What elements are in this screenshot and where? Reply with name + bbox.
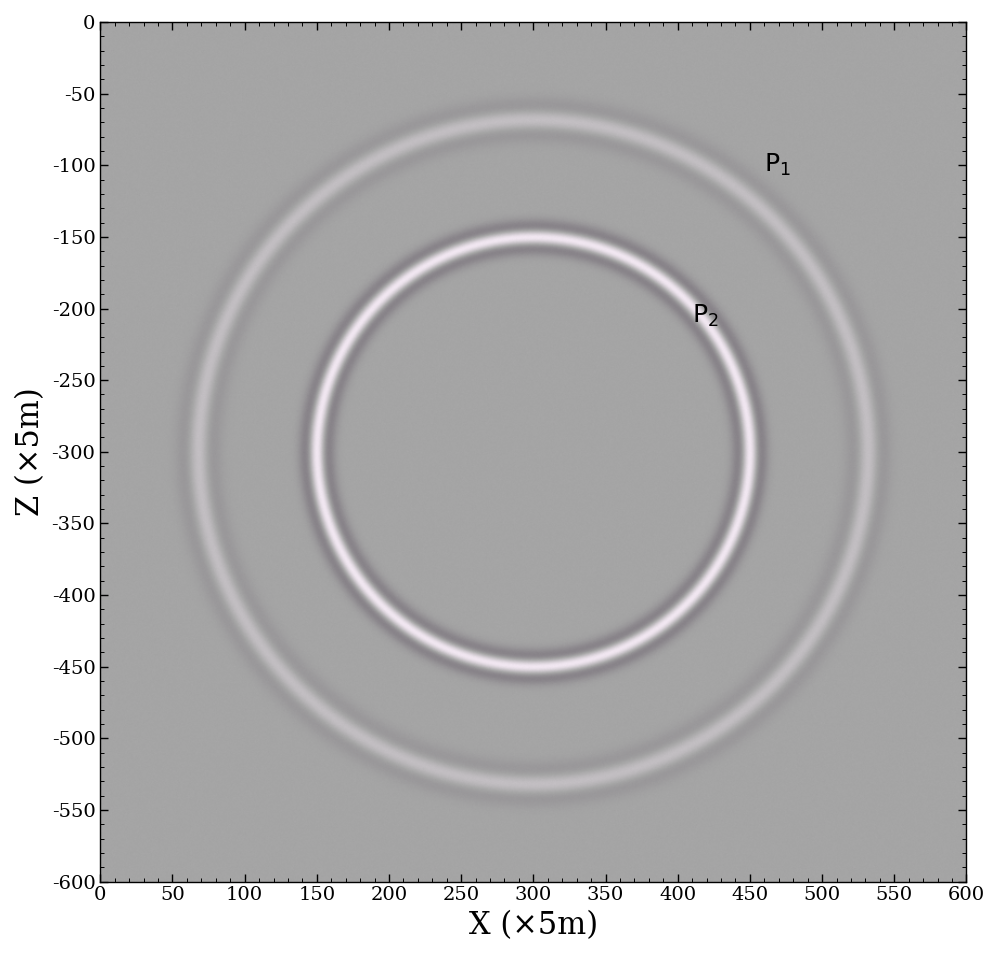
Y-axis label: Z (×5m): Z (×5m) (15, 387, 46, 516)
Text: $\mathrm{P}_{1}$: $\mathrm{P}_{1}$ (764, 152, 791, 179)
Text: $\mathrm{P}_{2}$: $\mathrm{P}_{2}$ (692, 303, 719, 329)
X-axis label: X (×5m): X (×5m) (469, 910, 598, 941)
